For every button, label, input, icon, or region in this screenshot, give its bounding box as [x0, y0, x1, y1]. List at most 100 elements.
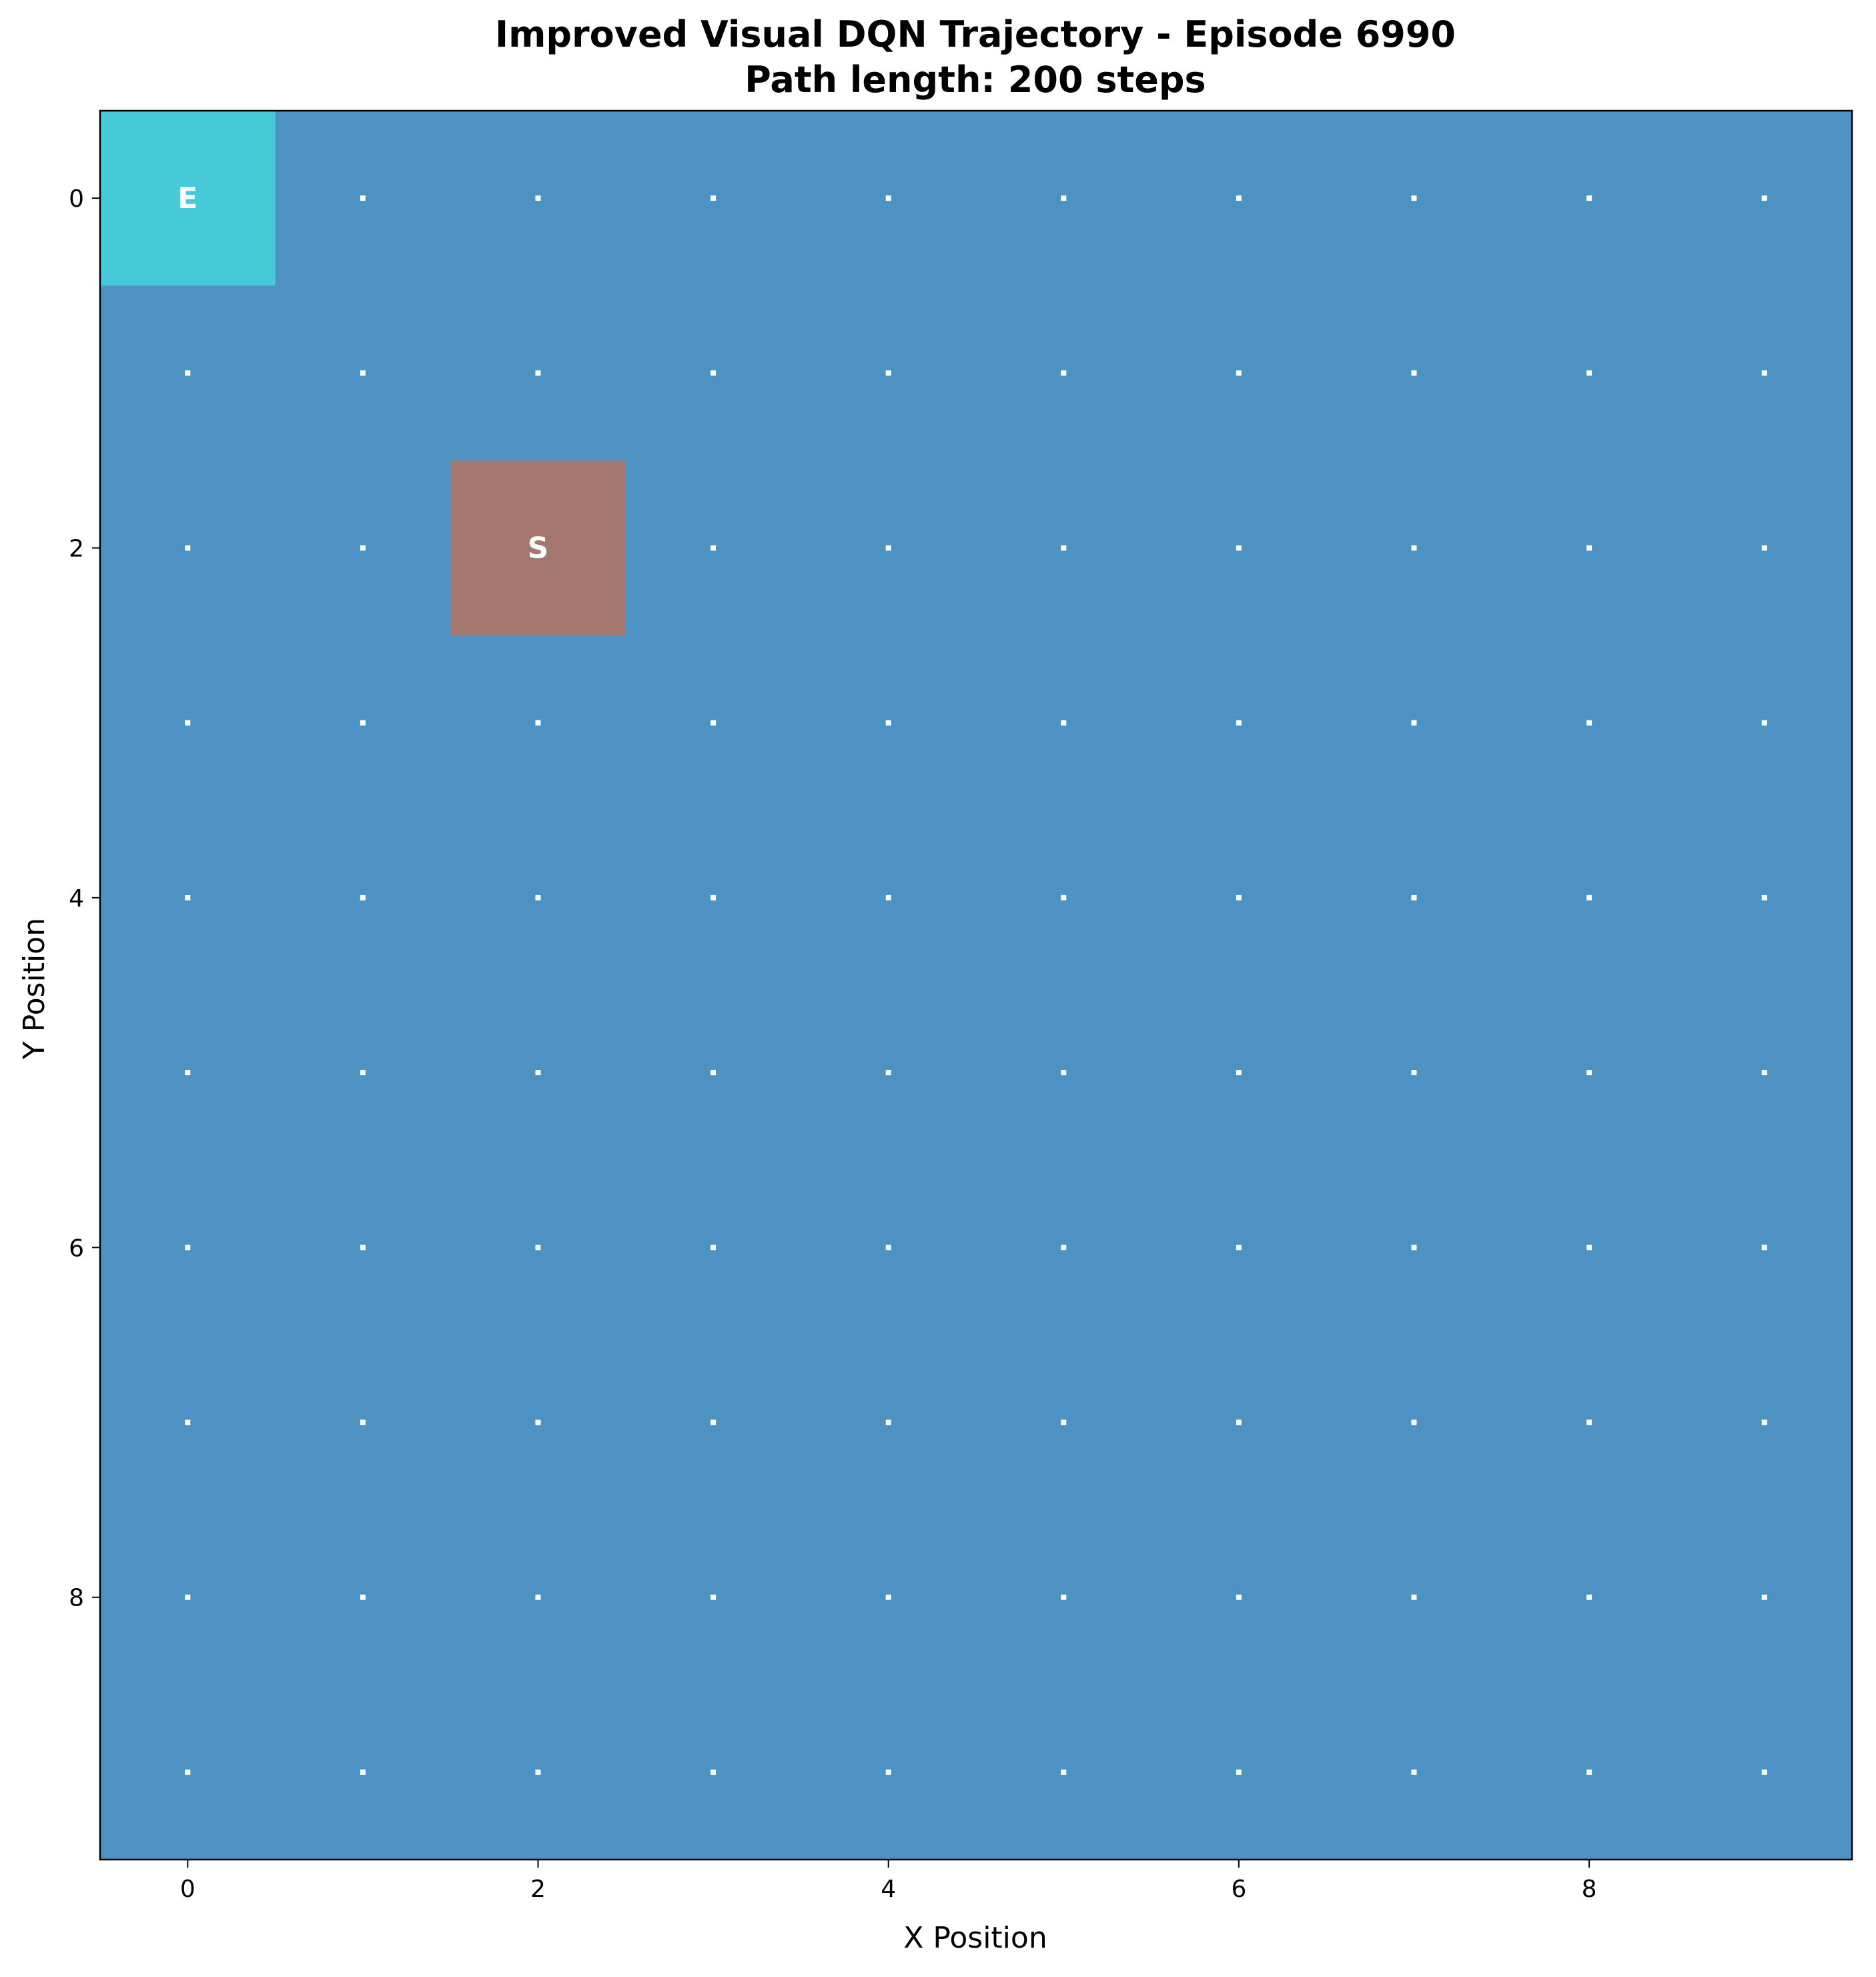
grid-dot — [1411, 1245, 1417, 1251]
grid-dot — [1761, 1769, 1767, 1775]
grid-dot — [1411, 894, 1417, 900]
grid-dot — [185, 370, 191, 376]
grid-dot — [885, 370, 891, 376]
grid-dot — [185, 545, 191, 551]
grid-dot — [1236, 195, 1242, 201]
grid-dot — [711, 545, 717, 551]
grid-dot — [360, 1594, 366, 1600]
grid-dot — [1411, 195, 1417, 201]
grid-dot — [1586, 195, 1592, 201]
x-tick-label: 8 — [1582, 1876, 1597, 1903]
grid-dot — [1586, 1594, 1592, 1600]
grid-dot — [1586, 545, 1592, 551]
y-tick-label: 4 — [69, 885, 84, 912]
grid-dot — [1411, 1070, 1417, 1076]
x-axis-label: X Position — [903, 1921, 1047, 1955]
grid-dot — [1411, 1594, 1417, 1600]
grid-dot — [885, 720, 891, 726]
y-tick-label: 6 — [69, 1235, 84, 1262]
grid-dot — [885, 545, 891, 551]
grid-dot — [711, 1769, 717, 1775]
grid-dot — [885, 1245, 891, 1251]
grid-dot — [1586, 1070, 1592, 1076]
grid-dot — [1411, 545, 1417, 551]
grid-dot — [1761, 1245, 1767, 1251]
grid-dot — [1236, 545, 1242, 551]
grid-dot — [1411, 370, 1417, 376]
grid-dot — [1761, 720, 1767, 726]
grid-dot — [185, 1769, 191, 1775]
grid-dot — [885, 1769, 891, 1775]
grid-dot — [1061, 1245, 1067, 1251]
grid-dot — [1411, 1769, 1417, 1775]
grid-dot — [535, 1245, 541, 1251]
grid-dot — [1236, 370, 1242, 376]
grid-dot — [885, 894, 891, 900]
grid-background — [100, 111, 1852, 1860]
grid-dot — [1061, 894, 1067, 900]
grid-dot — [1236, 1419, 1242, 1425]
grid-dot — [885, 1594, 891, 1600]
grid-dot — [1061, 1594, 1067, 1600]
grid-dot — [1061, 370, 1067, 376]
grid-dot — [1586, 1245, 1592, 1251]
grid-dot — [185, 1594, 191, 1600]
x-tick-label: 0 — [180, 1876, 195, 1903]
grid-dot — [1236, 1245, 1242, 1251]
grid-dot — [1236, 1769, 1242, 1775]
grid-dot — [535, 894, 541, 900]
y-tick-label: 2 — [69, 536, 84, 563]
grid-dot — [711, 1070, 717, 1076]
plot-frame — [99, 109, 1853, 1861]
grid-dot — [1061, 1769, 1067, 1775]
grid-dot — [1061, 720, 1067, 726]
grid-dot — [1761, 545, 1767, 551]
grid-dot — [535, 720, 541, 726]
grid-dot — [1061, 1419, 1067, 1425]
grid-dot — [1411, 720, 1417, 726]
grid-dot — [360, 195, 366, 201]
grid-dot — [885, 1070, 891, 1076]
x-tick-label: 4 — [881, 1876, 896, 1903]
grid-dot — [360, 720, 366, 726]
grid-dot — [185, 1245, 191, 1251]
cell-e — [100, 111, 276, 286]
grid-dot — [185, 1419, 191, 1425]
cell-label-s: S — [528, 532, 549, 566]
grid-dot — [1236, 894, 1242, 900]
grid-dot — [1061, 195, 1067, 201]
grid-dot — [1761, 894, 1767, 900]
grid-dot — [1761, 195, 1767, 201]
grid-dot — [535, 195, 541, 201]
y-axis-label: Y Position — [17, 918, 51, 1060]
y-tick-label: 8 — [69, 1585, 84, 1612]
grid-dot — [360, 1070, 366, 1076]
grid-dot — [1586, 720, 1592, 726]
grid-dot — [711, 1594, 717, 1600]
grid-dot — [360, 1245, 366, 1251]
grid-dot — [360, 894, 366, 900]
grid-dot — [360, 545, 366, 551]
grid-dot — [535, 1594, 541, 1600]
grid-dot — [711, 370, 717, 376]
grid-dot — [360, 1419, 366, 1425]
grid-dot — [885, 1419, 891, 1425]
grid-dot — [185, 1070, 191, 1076]
grid-dot — [1411, 1419, 1417, 1425]
grid-dot — [1761, 1070, 1767, 1076]
grid-dot — [1761, 1419, 1767, 1425]
x-tick-label: 6 — [1231, 1876, 1246, 1903]
grid-dot — [711, 195, 717, 201]
grid-dot — [1586, 370, 1592, 376]
grid-dot — [1761, 1594, 1767, 1600]
grid-dot — [711, 894, 717, 900]
cell-s — [450, 460, 626, 636]
grid-dot — [1761, 370, 1767, 376]
grid-dot — [360, 370, 366, 376]
grid-dot — [1586, 894, 1592, 900]
plot-area: E S 0 2 4 6 8 0 2 4 6 8 — [69, 109, 1853, 1903]
grid-dot — [711, 1419, 717, 1425]
grid-dot — [535, 1769, 541, 1775]
grid-dot — [1061, 545, 1067, 551]
